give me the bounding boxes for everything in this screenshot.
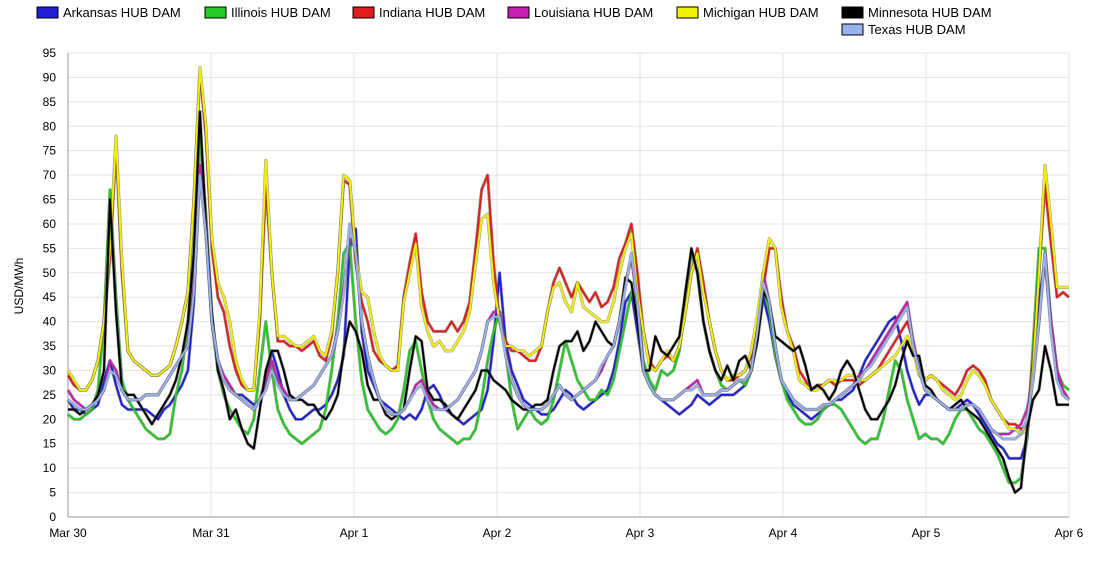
x-tick-label: Apr 1 <box>340 526 369 540</box>
series-line <box>67 135 1070 484</box>
series-line <box>67 164 1070 460</box>
y-tick-label: 25 <box>43 388 57 402</box>
x-tick-label: Apr 4 <box>769 526 798 540</box>
y-tick-label: 55 <box>43 241 57 255</box>
legend-swatch <box>676 6 699 19</box>
legend-swatch <box>507 6 530 19</box>
legend-label: Minnesota HUB DAM <box>868 5 992 20</box>
y-axis-label: USD/MWh <box>12 258 26 315</box>
legend-swatch <box>352 6 375 19</box>
y-axis: 0 5 10 15 20 25 30 35 40 45 50 55 60 65 70 75 80 85 90 95 <box>43 46 69 524</box>
y-tick-label: 30 <box>43 363 57 377</box>
x-tick-label: Apr 2 <box>483 526 512 540</box>
series-line <box>67 174 1070 440</box>
y-tick-label: 65 <box>43 193 57 207</box>
y-tick-label: 15 <box>43 437 57 451</box>
series-line-outline <box>66 163 1071 460</box>
series-lines <box>66 66 1071 495</box>
legend-swatch <box>841 23 864 36</box>
x-tick-label: Apr 3 <box>626 526 655 540</box>
legend-swatch <box>36 6 59 19</box>
x-tick-label: Mar 30 <box>49 526 87 540</box>
x-tick-label: Apr 5 <box>912 526 941 540</box>
legend-swatch <box>204 6 227 19</box>
legend-swatch <box>841 6 864 19</box>
y-tick-label: 85 <box>43 95 57 109</box>
y-tick-label: 60 <box>43 217 57 231</box>
legend-label: Arkansas HUB DAM <box>63 5 181 20</box>
series-line <box>67 66 1069 435</box>
y-tick-label: 35 <box>43 339 57 353</box>
legend: Arkansas HUB DAM Illinois HUB DAM Indiana … <box>36 5 992 37</box>
x-tick-label: Apr 6 <box>1055 526 1084 540</box>
series-line-outline <box>66 66 1069 436</box>
legend-label: Illinois HUB DAM <box>231 5 331 20</box>
y-tick-label: 95 <box>43 46 57 60</box>
legend-label: Texas HUB DAM <box>868 22 966 37</box>
y-tick-label: 90 <box>43 70 57 84</box>
y-tick-label: 20 <box>43 412 57 426</box>
legend-label: Louisiana HUB DAM <box>534 5 653 20</box>
y-tick-label: 10 <box>43 461 57 475</box>
legend-label: Michigan HUB DAM <box>703 5 819 20</box>
series-line <box>67 71 1070 431</box>
x-tick-label: Mar 31 <box>192 526 230 540</box>
y-tick-label: 70 <box>43 168 57 182</box>
y-tick-label: 75 <box>43 144 57 158</box>
y-tick-label: 0 <box>49 510 56 524</box>
legend-label: Indiana HUB DAM <box>379 5 485 20</box>
y-tick-label: 50 <box>43 266 57 280</box>
y-tick-label: 45 <box>43 290 57 304</box>
y-tick-label: 80 <box>43 119 57 133</box>
x-axis: Mar 30 Mar 31 Apr 1 Apr 2 Apr 3 Apr 4 Apr 5 Apr… <box>49 516 1084 540</box>
y-tick-label: 5 <box>49 486 56 500</box>
series-line <box>68 110 1069 494</box>
y-tick-label: 40 <box>43 315 57 329</box>
